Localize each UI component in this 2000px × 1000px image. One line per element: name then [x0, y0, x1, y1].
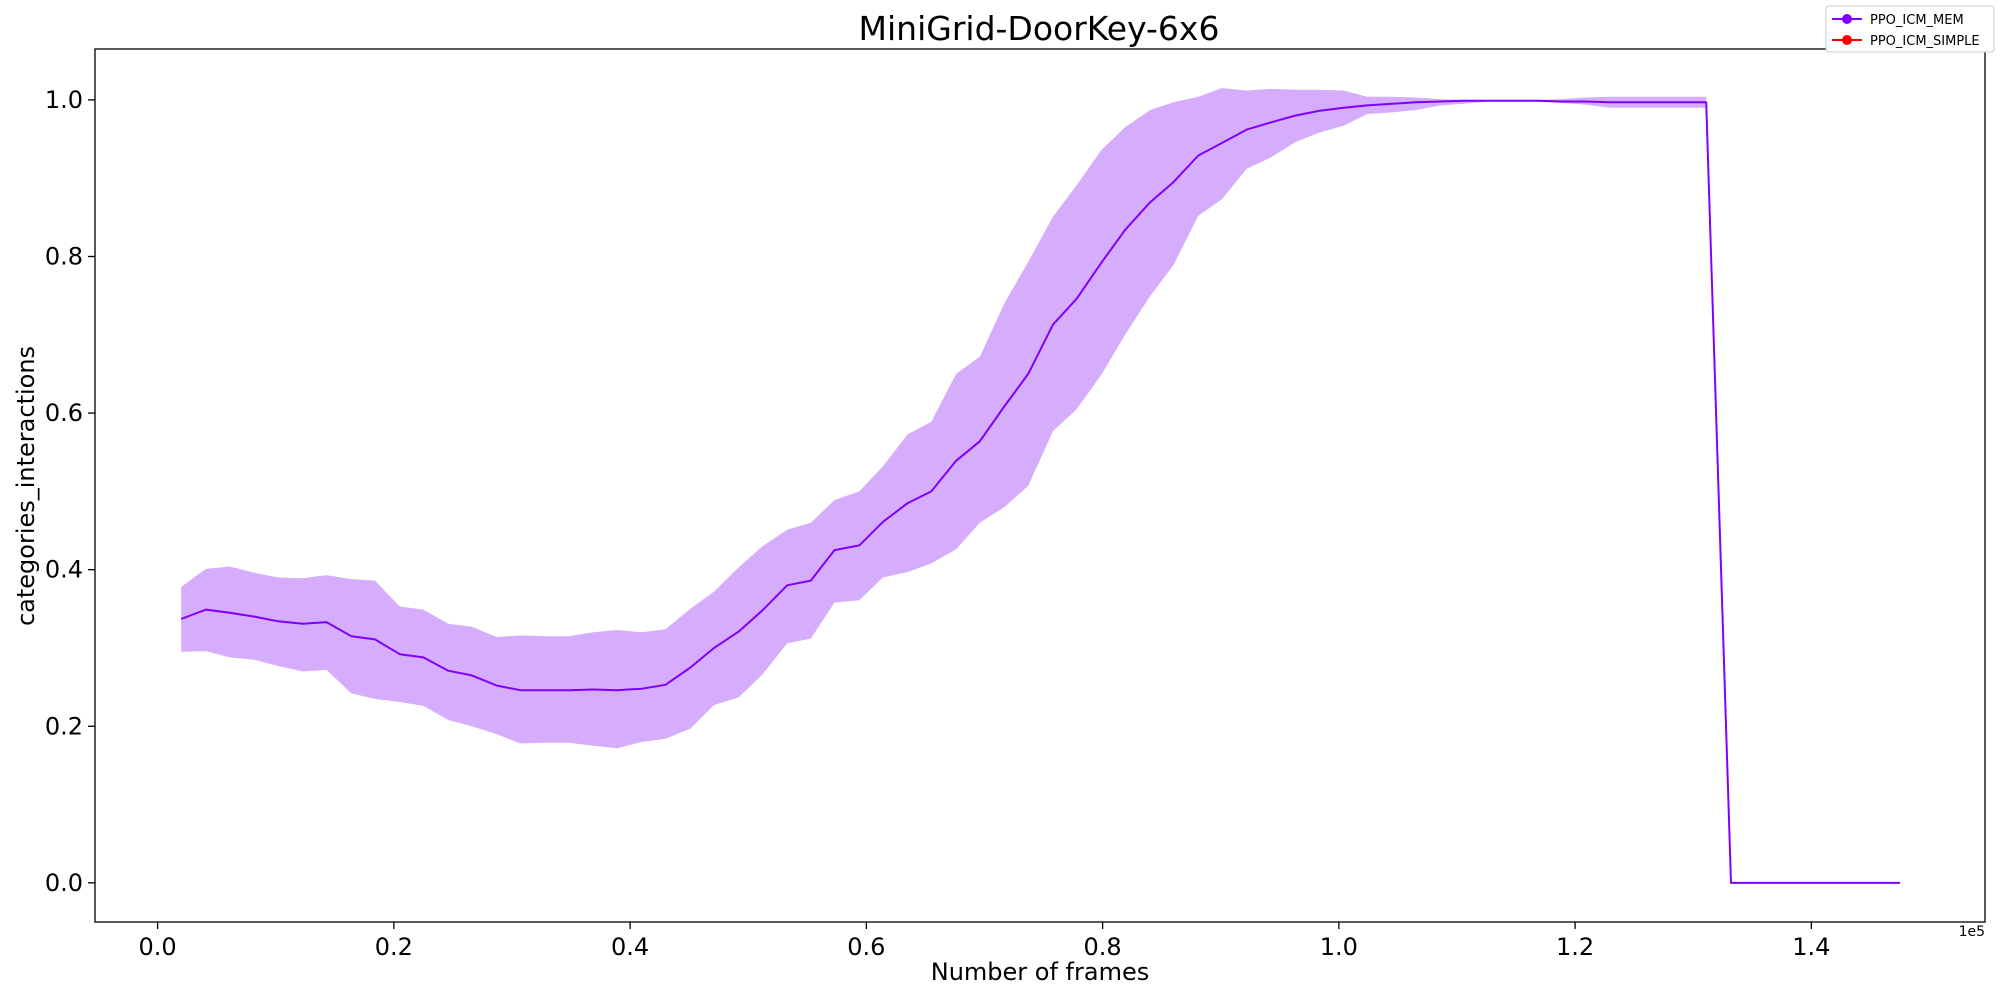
plot-area — [180, 88, 1901, 884]
chart-title: MiniGrid-DoorKey-6x6 — [859, 9, 1220, 48]
x-tick-label: 1.0 — [1320, 933, 1358, 961]
series-band-ppo-icm-mem — [181, 88, 1901, 883]
x-tick-label: 0.6 — [847, 933, 885, 961]
y-axis: 0.0 0.2 0.4 0.6 0.8 1.0 — [45, 86, 95, 897]
y-tick-label: 0.2 — [45, 712, 83, 740]
legend-box — [1825, 5, 1995, 53]
legend-label-ppo-icm-mem: PPO_ICM_MEM — [1870, 13, 1964, 28]
legend-marker-ppo-icm-simple — [1842, 35, 1852, 45]
y-tick-label: 0.4 — [45, 556, 83, 584]
x-tick-label: 1.4 — [1792, 933, 1830, 961]
legend-entry-ppo-icm-simple: PPO_ICM_SIMPLE — [1832, 34, 1980, 49]
x-tick-label: 0.0 — [139, 933, 177, 961]
axes-frame — [94, 48, 1986, 923]
y-tick-label: 0.6 — [45, 399, 83, 427]
series-line-ppo-icm-mem — [180, 99, 1900, 884]
legend-label-ppo-icm-simple: PPO_ICM_SIMPLE — [1870, 34, 1980, 49]
x-axis-label: Number of frames — [931, 958, 1149, 986]
legend-entry-ppo-icm-mem: PPO_ICM_MEM — [1832, 13, 1964, 28]
legend-marker-ppo-icm-mem — [1842, 14, 1852, 24]
legend: PPO_ICM_MEM PPO_ICM_SIMPLE — [1825, 5, 1995, 53]
y-tick-label: 0.0 — [45, 869, 83, 897]
x-tick-label: 0.2 — [375, 933, 413, 961]
x-tick-label: 1.2 — [1556, 933, 1594, 961]
x-tick-label: 0.8 — [1084, 933, 1122, 961]
y-tick-label: 0.8 — [45, 242, 83, 270]
x-tick-label: 0.4 — [611, 933, 649, 961]
y-tick-label: 1.0 — [45, 86, 83, 114]
y-axis-label: categories_interactions — [12, 346, 40, 626]
x-offset-label: 1e5 — [1959, 924, 1985, 940]
x-axis: 0.0 0.2 0.4 0.6 0.8 1.0 1.2 1.4 — [139, 922, 1830, 961]
